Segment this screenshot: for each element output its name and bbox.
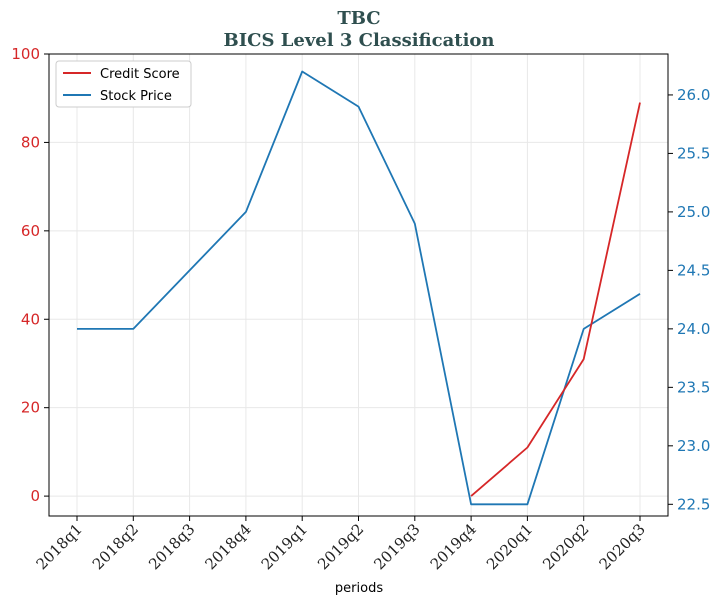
left-tick-label: 0 xyxy=(30,487,40,505)
left-axis: 0 20 40 60 80 100 xyxy=(11,45,49,505)
x-tick-label: 2019q4 xyxy=(427,520,480,573)
right-tick-label: 24.5 xyxy=(677,261,710,279)
x-tick-label: 2018q3 xyxy=(145,520,198,573)
x-tick-label: 2018q2 xyxy=(89,520,142,573)
legend-credit-score-label: Credit Score xyxy=(100,67,180,82)
chart-subtitle: BICS Level 3 Classification xyxy=(223,30,494,51)
x-tick-label: 2019q2 xyxy=(314,520,367,573)
right-axis: 22.5 23.0 23.5 24.0 24.5 25.0 25.5 26.0 xyxy=(668,86,710,513)
right-tick-label: 26.0 xyxy=(677,86,710,104)
left-tick-label: 20 xyxy=(21,399,40,417)
left-tick-label: 100 xyxy=(11,45,40,63)
grid xyxy=(49,53,668,516)
x-axis-label: periods xyxy=(335,581,383,596)
right-tick-label: 23.5 xyxy=(677,378,710,396)
series-line-credit-score xyxy=(470,102,641,497)
x-tick-label: 2020q3 xyxy=(596,520,649,573)
chart-title: TBC xyxy=(337,8,380,29)
x-axis: 2018q1 2018q2 2018q3 2018q4 2019q1 2019q2 2019… xyxy=(33,516,649,573)
right-tick-label: 25.0 xyxy=(677,203,710,221)
x-tick-label: 2018q4 xyxy=(201,520,254,573)
x-tick-label: 2019q3 xyxy=(370,520,423,573)
series-line-stock-price xyxy=(77,70,641,506)
x-tick-label: 2019q1 xyxy=(258,520,311,573)
right-tick-label: 25.5 xyxy=(677,144,710,162)
right-tick-label: 22.5 xyxy=(677,495,710,513)
left-tick-label: 80 xyxy=(21,133,40,151)
right-tick-label: 24.0 xyxy=(677,320,710,338)
legend-stock-price-label: Stock Price xyxy=(100,89,172,104)
series-layer xyxy=(77,70,641,506)
x-tick-label: 2018q1 xyxy=(33,520,86,573)
right-tick-label: 23.0 xyxy=(677,437,710,455)
x-tick-label: 2020q1 xyxy=(483,520,536,573)
left-tick-label: 40 xyxy=(21,310,40,328)
legend: Credit Score Stock Price xyxy=(55,60,192,108)
x-tick-label: 2020q2 xyxy=(539,520,592,573)
left-tick-label: 60 xyxy=(21,222,40,240)
